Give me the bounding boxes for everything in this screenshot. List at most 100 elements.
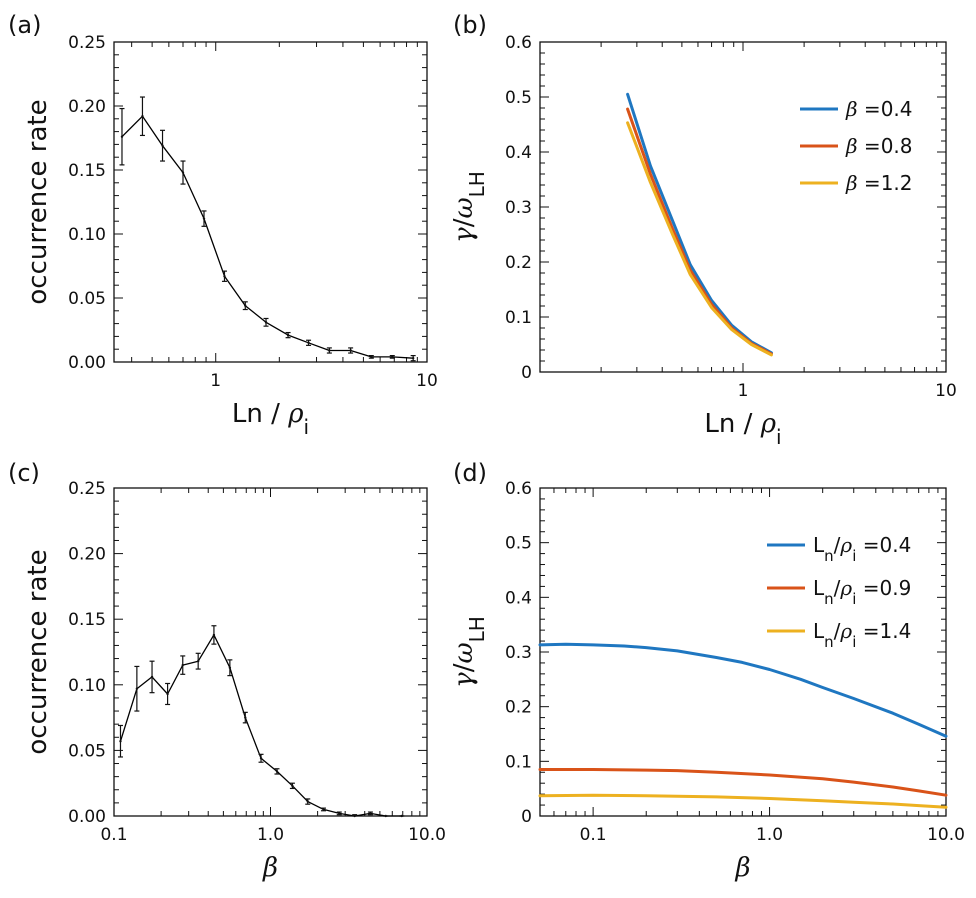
y-tick-label-a: 0.20: [68, 97, 106, 117]
x-tick-label-d: 1.0: [756, 825, 783, 845]
legend-label: Ln/ρi =0.4: [813, 533, 911, 565]
x-tick-label-c: 10.0: [408, 825, 446, 845]
data-point: [259, 757, 263, 760]
y-tick-label-b: 0: [521, 363, 532, 383]
data-point: [181, 663, 184, 667]
data-point: [202, 217, 206, 220]
panel-label-d: (d): [453, 459, 487, 487]
y-tick-label-b: 0.5: [505, 88, 532, 108]
x-tick-label-a: 1: [210, 371, 221, 391]
y-axis-label-a: occurrence rate: [23, 99, 53, 304]
x-axis-label-d: β: [734, 853, 750, 883]
data-point: [411, 356, 415, 360]
series-line-d-0: [538, 642, 948, 738]
y-tick-label-a: 0.25: [68, 33, 106, 53]
y-axis-label-b: γ/ωLH: [449, 171, 489, 243]
data-point: [291, 784, 294, 788]
data-point: [349, 349, 352, 352]
series-line-c-0: [119, 634, 403, 817]
panel-c: 0.1 1.0 10.0 0.00 0.05 0.10 0.15 0.20 0.25: [68, 479, 446, 845]
data-point: [120, 135, 124, 138]
plot-frame-a: [113, 41, 428, 363]
data-point: [384, 814, 387, 818]
y-tick-label-c: 0.00: [68, 807, 106, 827]
x-axis-label-a: Ln / ρi: [232, 399, 309, 439]
y-tick-label-a: 0.10: [68, 225, 106, 245]
data-point: [141, 115, 144, 118]
series-line-d-1: [538, 768, 948, 797]
y-tick-label-d: 0.3: [505, 643, 532, 663]
data-point: [322, 808, 325, 811]
data-point: [244, 304, 247, 307]
data-point: [370, 355, 373, 359]
panel-d: 0.1 1.0 10.0 0 0.1 0.2 0.3 0.4 0.5 0.6: [505, 479, 965, 845]
x-axis-label-b: Ln / ρi: [704, 409, 781, 449]
data-point: [391, 355, 394, 359]
y-tick-label-d: 0.4: [505, 588, 532, 608]
y-tick-label-b: 0.3: [505, 198, 532, 218]
panel-a: 1 10 0.00 0.05 0.10 0.15 0.20 0.25: [68, 33, 438, 391]
y-tick-label-b: 0.2: [505, 253, 532, 273]
y-tick-label-c: 0.25: [68, 479, 106, 499]
x-tick-label-c: 1.0: [257, 825, 284, 845]
data-point: [181, 171, 185, 174]
data-point: [400, 814, 403, 818]
y-tick-label-c: 0.05: [68, 741, 106, 761]
data-point: [196, 659, 200, 663]
y-tick-label-d: 0: [521, 807, 532, 827]
data-point: [228, 666, 232, 669]
y-tick-label-d: 0.1: [505, 752, 532, 772]
legend-label: Ln/ρi =0.9: [813, 576, 911, 608]
data-point: [264, 321, 268, 324]
data-point: [161, 144, 164, 147]
x-tick-label-a: 10: [416, 371, 438, 391]
data-point: [212, 633, 216, 637]
y-tick-label-c: 0.15: [68, 610, 106, 630]
legend-label: β =1.2: [845, 171, 913, 195]
panel-label-b: (b): [453, 11, 487, 39]
panel-b: 1 10 0 0.1 0.2 0.3 0.4 0.5 0.6: [505, 33, 957, 401]
series-line-b-0: [626, 92, 773, 355]
y-tick-label-a: 0.05: [68, 289, 106, 309]
x-axis-label-c: β: [262, 853, 278, 883]
legend-label: β =0.4: [845, 97, 913, 121]
y-tick-label-d: 0.6: [505, 479, 532, 499]
x-tick-label-d: 0.1: [580, 825, 607, 845]
x-tick-label-c: 0.1: [100, 825, 127, 845]
series-line-d-2: [538, 793, 948, 809]
series-line-a-0: [121, 115, 414, 359]
data-point: [119, 740, 122, 743]
y-axis-label-d: γ/ωLH: [449, 616, 489, 688]
panel-label-c: (c): [8, 459, 40, 487]
x-tick-label-b: 1: [738, 381, 749, 401]
legend-label: Ln/ρi =1.4: [813, 619, 911, 651]
y-tick-label-b: 0.4: [505, 143, 532, 163]
y-tick-label-c: 0.20: [68, 545, 106, 565]
data-point: [369, 812, 372, 815]
data-point: [307, 341, 310, 344]
data-point: [244, 716, 247, 719]
y-tick-label-d: 0.5: [505, 534, 532, 554]
data-point: [275, 770, 279, 773]
data-point: [166, 692, 169, 696]
y-tick-label-b: 0.1: [505, 308, 532, 328]
panel-label-a: (a): [8, 11, 41, 39]
y-tick-label-b: 0.6: [505, 33, 532, 53]
series-line-b-2: [626, 121, 773, 357]
y-axis-label-c: occurrence rate: [23, 549, 53, 754]
data-point: [338, 812, 341, 815]
x-tick-label-b: 10: [935, 381, 957, 401]
data-point: [223, 275, 226, 278]
data-point: [328, 349, 331, 352]
y-tick-label-c: 0.10: [68, 676, 106, 696]
data-point: [286, 333, 290, 337]
data-point: [353, 814, 356, 818]
x-tick-label-d: 10.0: [927, 825, 965, 845]
y-tick-label-a: 0.15: [68, 161, 106, 181]
data-point: [150, 675, 154, 679]
data-point: [306, 800, 309, 803]
data-point: [135, 687, 139, 690]
legend-label: β =0.8: [845, 134, 913, 158]
series-line-b-1: [626, 107, 773, 356]
